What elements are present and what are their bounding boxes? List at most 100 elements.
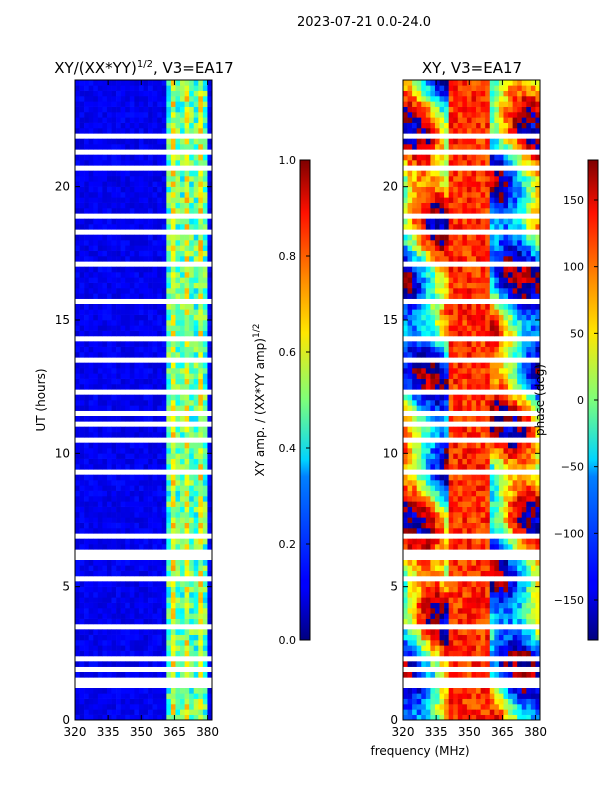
phase-heatmap-cell bbox=[476, 565, 481, 571]
phase-heatmap-cell bbox=[530, 602, 536, 609]
amp-heatmap-cell bbox=[102, 309, 108, 315]
amp-heatmap-cell bbox=[93, 704, 99, 710]
amp-heatmap-cell bbox=[134, 586, 140, 593]
amp-heatmap-cell bbox=[116, 640, 121, 646]
phase-heatmap-cell bbox=[521, 400, 527, 406]
amp-heatmap-cell bbox=[143, 256, 149, 262]
phase-heatmap-cell bbox=[425, 592, 431, 598]
amp-heatmap-cell bbox=[93, 373, 99, 379]
phase-heatmap-cell bbox=[425, 448, 431, 454]
amp-heatmap-cell bbox=[184, 693, 190, 699]
amp-heatmap-cell bbox=[152, 154, 158, 161]
phase-heatmap-cell bbox=[476, 352, 481, 358]
phase-heatmap-cell bbox=[444, 266, 449, 273]
phase-heatmap-cell bbox=[439, 448, 445, 454]
amp-heatmap-cell bbox=[111, 586, 117, 593]
amp-heatmap-cell bbox=[202, 442, 208, 449]
phase-heatmap-cell bbox=[517, 426, 523, 433]
amp-heatmap-cell bbox=[193, 245, 199, 251]
amp-heatmap-cell bbox=[111, 602, 117, 609]
amp-heatmap-cell bbox=[189, 581, 195, 587]
amp-heatmap-cell bbox=[106, 160, 112, 166]
amp-heatmap-cell bbox=[193, 272, 199, 278]
phase-heatmap-cell bbox=[485, 581, 491, 587]
phase-heatmap-cell bbox=[453, 458, 459, 465]
phase-heatmap-cell bbox=[448, 618, 454, 625]
amp-heatmap-cell bbox=[125, 320, 131, 326]
amp-heatmap-cell bbox=[102, 304, 108, 310]
amp-heatmap-cell bbox=[180, 309, 185, 315]
amp-heatmap-cell bbox=[198, 352, 204, 358]
amp-heatmap-cell bbox=[116, 688, 121, 694]
phase-heatmap-cell bbox=[485, 704, 491, 710]
amp-heatmap-cell bbox=[134, 96, 140, 102]
amp-heatmap-cell bbox=[157, 496, 163, 502]
amp-heatmap-cell bbox=[129, 362, 135, 369]
x-tick-label: 380 bbox=[196, 725, 219, 739]
phase-heatmap-cell bbox=[503, 592, 509, 598]
amp-heatmap-cell bbox=[75, 96, 80, 102]
phase-heatmap-cell bbox=[530, 314, 536, 321]
amp-heatmap-cell bbox=[170, 304, 176, 310]
phase-heatmap-cell bbox=[508, 346, 513, 353]
amp-heatmap-cell bbox=[88, 256, 94, 262]
phase-heatmap-cell bbox=[444, 368, 449, 374]
phase-heatmap-cell bbox=[480, 490, 486, 497]
amp-heatmap-cell bbox=[166, 218, 172, 225]
amp-heatmap-cell bbox=[148, 256, 153, 262]
amp-heatmap-cell bbox=[180, 512, 185, 518]
amp-heatmap-cell bbox=[170, 128, 176, 134]
phase-heatmap-cell bbox=[530, 448, 536, 454]
amp-heatmap-cell bbox=[166, 266, 172, 273]
amp-heatmap-cell bbox=[166, 474, 172, 481]
phase-heatmap-cell bbox=[512, 629, 518, 635]
phase-heatmap-cell bbox=[512, 570, 518, 577]
phase-heatmap-cell bbox=[434, 698, 440, 705]
phase-heatmap-cell bbox=[457, 325, 463, 331]
phase-heatmap-cell bbox=[503, 661, 509, 667]
amp-heatmap-cell bbox=[138, 282, 144, 289]
phase-heatmap-cell bbox=[512, 453, 518, 459]
amp-heatmap-cell bbox=[97, 128, 103, 134]
amp-heatmap-cell bbox=[175, 112, 181, 118]
amp-heatmap-cell bbox=[161, 592, 167, 598]
amp-heatmap-cell bbox=[143, 277, 149, 283]
amp-heatmap-cell bbox=[198, 186, 204, 193]
amp-heatmap-cell bbox=[184, 80, 190, 86]
amp-heatmap-cell bbox=[138, 517, 144, 523]
amp-heatmap-cell bbox=[97, 160, 103, 166]
phase-heatmap-cell bbox=[476, 448, 481, 454]
amp-heatmap-cell bbox=[93, 480, 99, 486]
phase-heatmap-cell bbox=[466, 570, 472, 577]
amp-heatmap-cell bbox=[93, 277, 99, 283]
amp-heatmap-cell bbox=[102, 176, 108, 182]
amp-heatmap-cell bbox=[79, 352, 85, 358]
phase-heatmap-cell bbox=[471, 645, 477, 651]
amp-heatmap-cell bbox=[88, 218, 94, 225]
phase-heatmap-cell bbox=[407, 330, 413, 337]
amp-heatmap-cell bbox=[79, 688, 85, 694]
amp-heatmap-cell bbox=[202, 384, 208, 390]
phase-heatmap-cell bbox=[494, 501, 500, 507]
amp-heatmap-cell bbox=[116, 325, 121, 331]
phase-heatmap-cell bbox=[457, 341, 463, 347]
amp-heatmap-cell bbox=[148, 117, 153, 123]
phase-heatmap-cell bbox=[412, 277, 417, 283]
amp-heatmap-cell bbox=[84, 672, 89, 678]
phase-heatmap-cell bbox=[416, 570, 422, 577]
phase-heatmap-cell bbox=[416, 448, 422, 454]
phase-heatmap-cell bbox=[462, 362, 468, 369]
phase-heatmap-cell bbox=[489, 458, 495, 465]
amp-heatmap-cell bbox=[125, 688, 131, 694]
amp-heatmap-cell bbox=[97, 304, 103, 310]
phase-heatmap-cell bbox=[471, 426, 477, 433]
amp-heatmap-cell bbox=[157, 138, 163, 145]
amp-heatmap-cell bbox=[161, 650, 167, 657]
amp-heatmap-cell bbox=[79, 496, 85, 502]
amp-heatmap-cell bbox=[207, 197, 213, 203]
phase-heatmap-cell bbox=[434, 293, 440, 299]
amp-heatmap-cell bbox=[116, 416, 121, 422]
phase-heatmap-cell bbox=[480, 394, 486, 401]
amp-heatmap-cell bbox=[84, 176, 89, 182]
amp-heatmap-cell bbox=[111, 117, 117, 123]
